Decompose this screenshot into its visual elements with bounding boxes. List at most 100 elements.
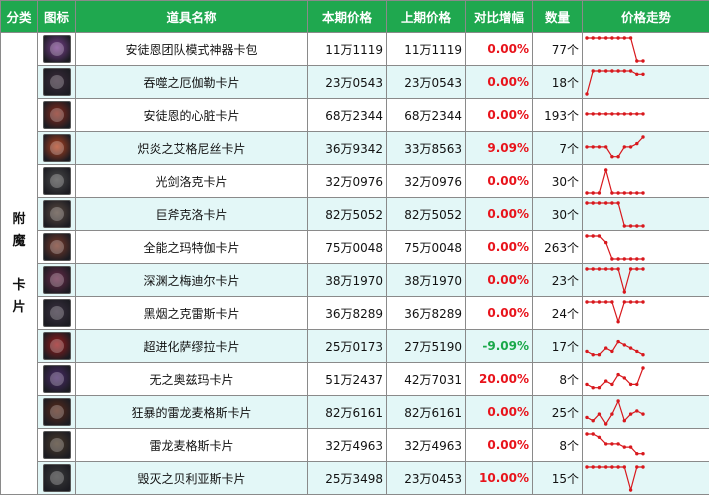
trend-cell: [582, 263, 709, 297]
header-current-price[interactable]: 本期价格: [307, 0, 387, 33]
item-name[interactable]: 雷龙麦格斯卡片: [75, 428, 308, 462]
trend-point: [585, 35, 589, 40]
trend-point: [628, 411, 633, 416]
trend-point: [585, 91, 589, 96]
table-row[interactable]: 巨斧克洛卡片 82万5052 82万5052 0.00% 30个: [1, 197, 709, 231]
trend-point: [591, 111, 595, 116]
header-count[interactable]: 数量: [532, 0, 583, 33]
table-row[interactable]: 无之奥兹玛卡片 51万2437 42万7031 20.00% 8个: [1, 362, 709, 396]
trend-point: [610, 411, 614, 416]
item-count: 23个: [532, 263, 583, 297]
berserk-dragon-card-icon[interactable]: [42, 398, 71, 426]
table-row[interactable]: 炽炎之艾格尼丝卡片 36万9342 33万8563 9.09% 7个: [1, 131, 709, 165]
trend-point: [610, 299, 614, 304]
item-name[interactable]: 黑烟之克雷斯卡片: [75, 296, 308, 330]
category-char: 附: [12, 211, 26, 227]
trend-sparkline: [585, 431, 645, 455]
item-name[interactable]: 超进化萨缪拉卡片: [75, 329, 308, 363]
trend-point: [585, 111, 589, 116]
item-name[interactable]: 安徒恩的心脏卡片: [75, 98, 308, 132]
current-price: 36万9342: [307, 131, 387, 165]
shadow-card-icon[interactable]: [42, 299, 71, 327]
item-name[interactable]: 毁灭之贝利亚斯卡片: [75, 461, 308, 495]
dragon-card-icon[interactable]: [42, 431, 71, 459]
trend-point: [591, 352, 595, 356]
void-card-icon[interactable]: [42, 365, 71, 393]
trend-point: [635, 141, 639, 145]
trend-point: [610, 154, 614, 158]
change-percent: 0.00%: [465, 230, 533, 264]
previous-price: 82万6161: [386, 395, 466, 429]
trend-point: [585, 266, 589, 271]
table-row[interactable]: 附魔 卡片安徒恩团队模式神器卡包 11万1119 11万1119 0.00% 77个: [0, 32, 709, 495]
item-name[interactable]: 全能之玛特伽卡片: [75, 230, 308, 264]
header-previous-price[interactable]: 上期价格: [386, 0, 466, 33]
trend-point: [585, 464, 589, 469]
trend-point: [641, 266, 645, 271]
trend-point: [628, 299, 633, 304]
table-row[interactable]: 狂暴的雷龙麦格斯卡片 82万6161 82万6161 0.00% 25个: [1, 395, 709, 429]
trend-point: [597, 200, 602, 205]
item-count: 15个: [532, 461, 583, 495]
item-name[interactable]: 炽炎之艾格尼丝卡片: [75, 131, 308, 165]
axe-card-icon[interactable]: [42, 200, 71, 228]
item-name[interactable]: 深渊之梅迪尔卡片: [75, 263, 308, 297]
change-percent: 0.00%: [465, 164, 533, 198]
purple-weapon-pack-icon[interactable]: [42, 35, 71, 63]
previous-price: 82万5052: [386, 197, 466, 231]
trend-point: [591, 233, 595, 238]
trend-cell: [582, 296, 709, 330]
current-price: 82万6161: [307, 395, 387, 429]
trend-point: [604, 200, 608, 205]
table-body: 附魔 卡片安徒恩团队模式神器卡包 11万1119 11万1119 0.00% 77个 吞噬…: [0, 32, 709, 495]
trend-point: [610, 464, 614, 469]
category-char: 片: [12, 299, 26, 315]
table-row[interactable]: 光剑洛克卡片 32万0976 32万0976 0.00% 30个: [1, 164, 709, 198]
trend-cell: [582, 65, 709, 99]
item-name[interactable]: 安徒恩团队模式神器卡包: [75, 32, 308, 66]
table-row[interactable]: 黑烟之克雷斯卡片 36万8289 36万8289 0.00% 24个: [1, 296, 709, 330]
item-name[interactable]: 狂暴的雷龙麦格斯卡片: [75, 395, 308, 429]
trend-point: [622, 342, 626, 347]
item-name[interactable]: 无之奥兹玛卡片: [75, 362, 308, 396]
trend-point: [622, 289, 626, 294]
ruin-card-icon[interactable]: [42, 464, 71, 492]
trend-cell: [582, 461, 709, 495]
current-price: 25万3498: [307, 461, 387, 495]
sword-card-icon[interactable]: [42, 167, 71, 195]
trend-point: [616, 441, 620, 446]
evolved-card-icon[interactable]: [42, 332, 71, 360]
trend-cell: [582, 32, 709, 66]
trend-point: [591, 418, 595, 422]
table-row[interactable]: 毁灭之贝利亚斯卡片 25万3498 23万0453 10.00% 15个: [1, 461, 709, 495]
mage-card-icon[interactable]: [42, 233, 71, 261]
table-row[interactable]: 雷龙麦格斯卡片 32万4963 32万4963 0.00% 8个: [1, 428, 709, 462]
trend-point: [641, 365, 645, 370]
previous-price: 36万8289: [386, 296, 466, 330]
item-count: 7个: [532, 131, 583, 165]
trend-point: [597, 190, 602, 195]
red-heart-card-icon[interactable]: [42, 101, 71, 129]
dark-card-icon[interactable]: [42, 68, 71, 96]
item-name[interactable]: 光剑洛克卡片: [75, 164, 308, 198]
trend-line: [587, 234, 643, 260]
trend-line: [587, 432, 643, 454]
trend-point: [628, 68, 633, 73]
abyss-card-icon[interactable]: [42, 266, 71, 294]
trend-sparkline: [585, 134, 645, 158]
table-row[interactable]: 深渊之梅迪尔卡片 38万1970 38万1970 0.00% 23个: [1, 263, 709, 297]
item-count: 77个: [532, 32, 583, 66]
table-row[interactable]: 超进化萨缪拉卡片 25万0173 27万5190 -9.09% 17个: [1, 329, 709, 363]
header-change[interactable]: 对比增幅: [465, 0, 533, 33]
trend-point: [616, 154, 620, 158]
item-name[interactable]: 巨斧克洛卡片: [75, 197, 308, 231]
change-percent: 10.00%: [465, 461, 533, 495]
flame-card-icon[interactable]: [42, 134, 71, 162]
trend-point: [616, 319, 620, 323]
table-row[interactable]: 吞噬之厄伽勒卡片 23万0543 23万0543 0.00% 18个: [1, 65, 709, 99]
icon-cell: [37, 98, 76, 132]
table-row[interactable]: 安徒恩的心脏卡片 68万2344 68万2344 0.00% 193个: [1, 98, 709, 132]
item-name[interactable]: 吞噬之厄伽勒卡片: [75, 65, 308, 99]
trend-point: [597, 435, 602, 439]
table-row[interactable]: 全能之玛特伽卡片 75万0048 75万0048 0.00% 263个: [1, 230, 709, 264]
